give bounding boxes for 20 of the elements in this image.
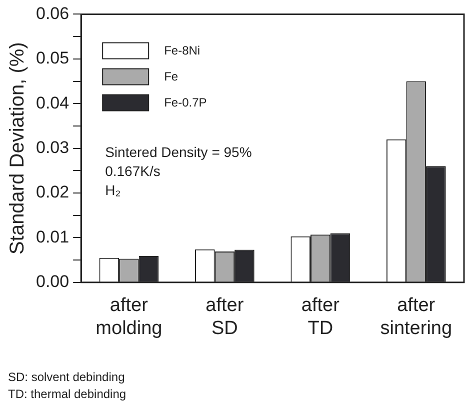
x-tick-label: after sintering: [380, 295, 452, 339]
legend-label: Fe-8Ni: [164, 44, 200, 58]
y-tick-label: 0.03: [36, 138, 70, 157]
text: TD: thermal debinding: [8, 387, 126, 401]
y-tick-label: 0.00: [36, 272, 70, 292]
y-axis-title: Standard Deviation, (%): [6, 42, 29, 254]
x-tick-label: after TD: [301, 295, 340, 339]
y-tick-label: 0.04: [36, 93, 70, 112]
annotation: H₂: [105, 182, 121, 198]
y-tick-label: 0.02: [36, 182, 70, 202]
y-tick-label: 0.05: [36, 48, 70, 68]
legend-label: Fe: [164, 70, 178, 84]
legend-label: Fe-0.7P: [164, 96, 207, 110]
y-tick-label: 0.01: [36, 227, 70, 246]
x-tick-label: after molding: [96, 295, 162, 339]
annotation: 0.167K/s: [105, 163, 160, 180]
x-tick-label: after SD: [206, 295, 244, 339]
y-tick-label: 0.06: [36, 4, 70, 23]
annotation: Sintered Density = 95%: [105, 144, 252, 160]
text: SD: solvent debinding: [8, 370, 125, 384]
